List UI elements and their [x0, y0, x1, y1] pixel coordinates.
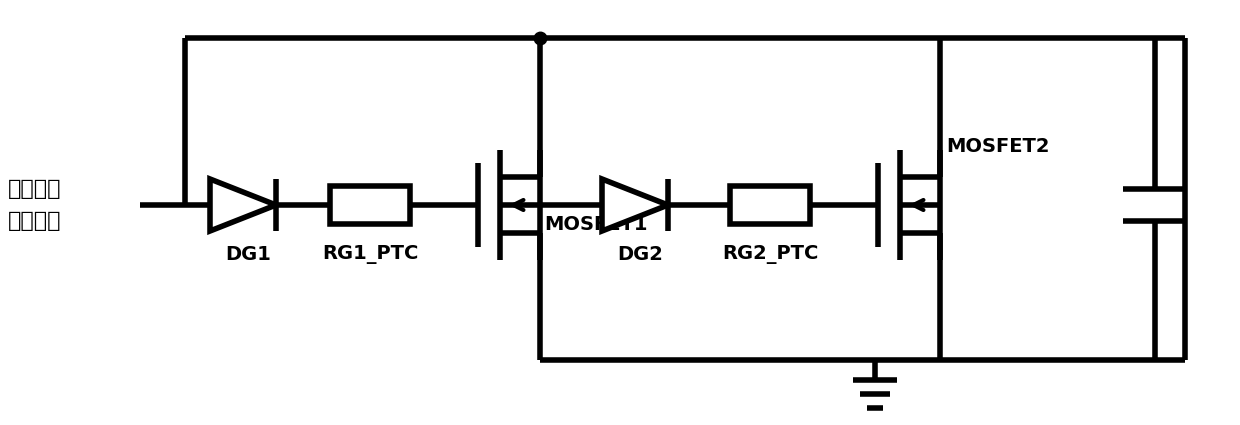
Text: MOSFET2: MOSFET2 — [946, 137, 1049, 156]
Bar — [730, 186, 810, 224]
Text: 预留端口: 预留端口 — [7, 211, 62, 231]
Polygon shape — [210, 179, 277, 231]
Polygon shape — [601, 179, 668, 231]
Bar — [330, 186, 410, 224]
Text: MOSFET1: MOSFET1 — [544, 215, 647, 234]
Text: DG2: DG2 — [618, 245, 663, 264]
Text: RG2_PTC: RG2_PTC — [722, 245, 818, 264]
Text: 驱动信号: 驱动信号 — [7, 179, 62, 199]
Text: RG1_PTC: RG1_PTC — [322, 245, 418, 264]
Text: DG1: DG1 — [226, 245, 270, 264]
